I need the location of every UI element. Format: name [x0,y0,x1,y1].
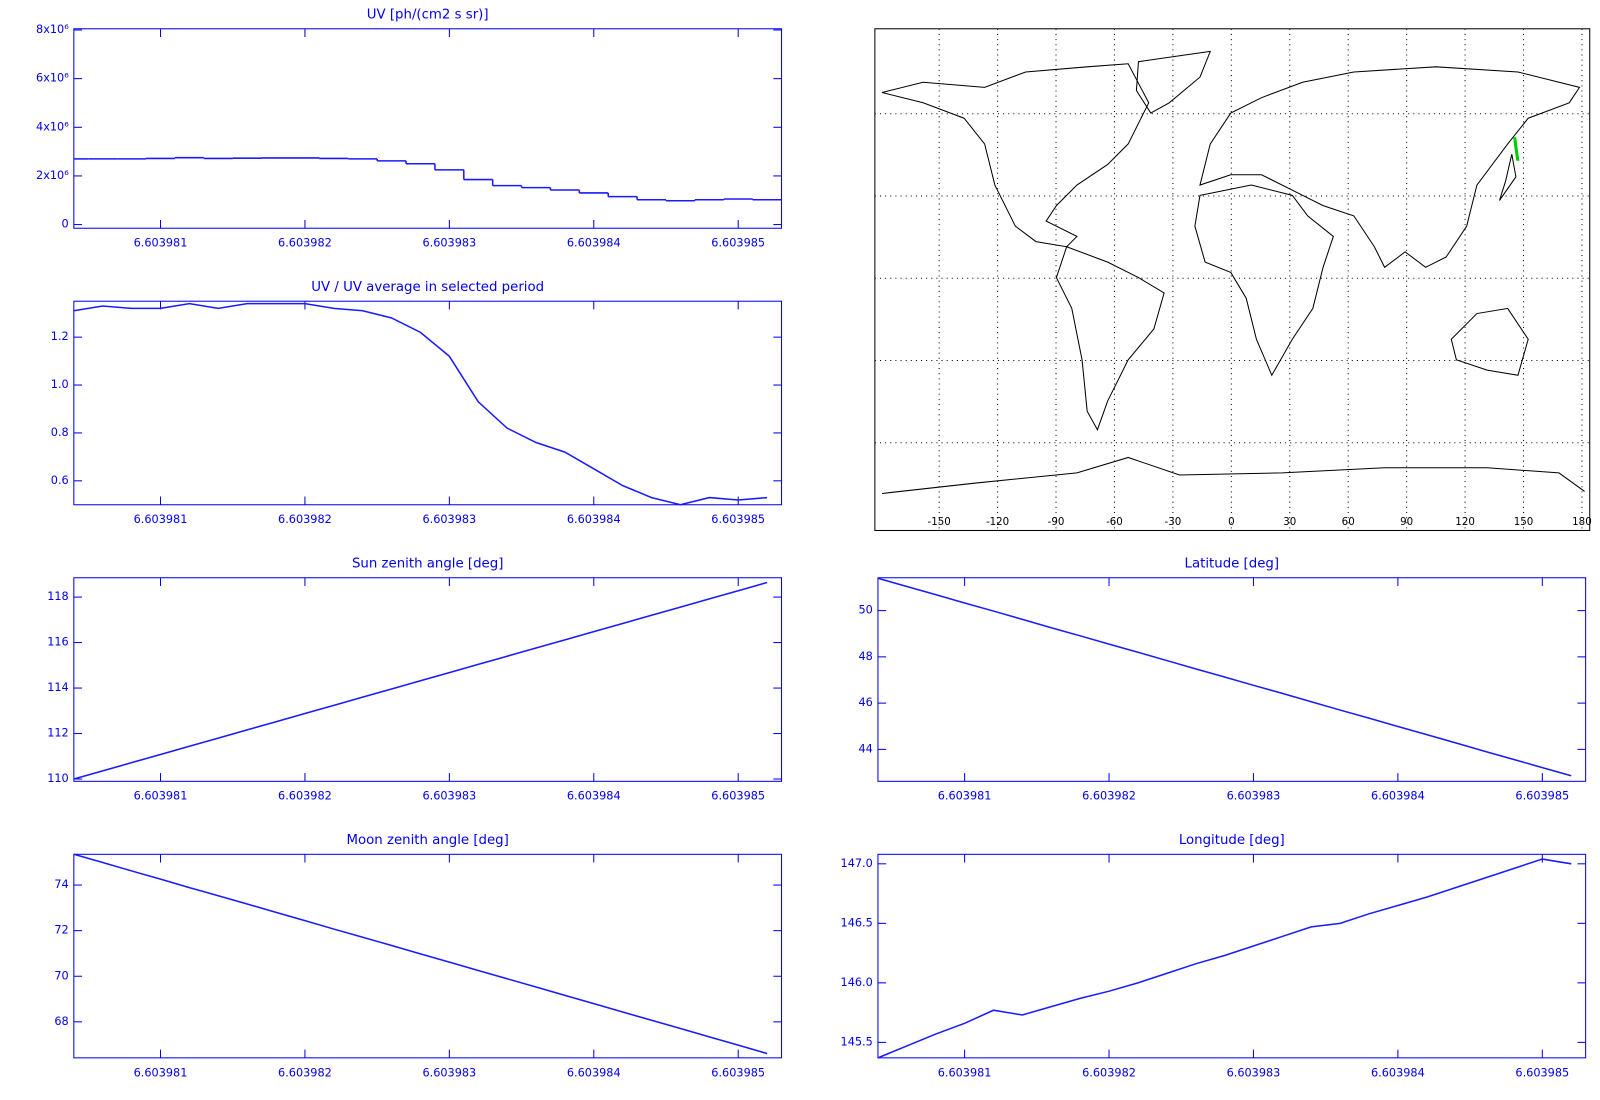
x-tick-label: 6.603983 [422,513,476,526]
y-tick-label: 112 [47,727,69,740]
y-tick-label: 0 [62,218,69,231]
x-tick-label: 6.603985 [1515,790,1569,803]
x-tick-label: 6.603981 [938,1066,992,1079]
x-tick-label: 6.603982 [1082,1066,1136,1079]
y-tick-label: 145.5 [841,1035,873,1048]
y-tick-label: 114 [47,681,69,694]
y-tick-label: 1.0 [51,378,69,391]
x-tick-label: 6.603983 [422,1066,476,1079]
line [73,302,768,506]
y-tick-label: 1.2 [51,330,69,343]
x-tick-label: 6.603985 [1515,1066,1569,1079]
x-tick-label: 6.603983 [422,237,476,250]
chart-title: UV / UV average in selected period [311,280,544,295]
y-tick-label: 0.6 [51,474,69,487]
coastline [1194,184,1334,377]
x-tick-label: 6.603985 [711,513,765,526]
y-tick-label: 110 [47,772,69,785]
chart-title: Sun zenith angle [deg] [352,556,503,571]
y-tick-label: 118 [47,590,69,603]
y-tick-label: 2x10⁶ [36,169,69,182]
x-tick-label: 6.603984 [567,237,621,250]
y-tick-label: 0.8 [51,426,69,439]
y-tick-label: 68 [54,1015,68,1028]
coastline [1498,154,1517,201]
chart-title: Longitude [deg] [1179,833,1285,848]
x-tick-label: 6.603982 [1082,790,1136,803]
coastline [881,456,1585,494]
x-tick-label: 6.603984 [567,513,621,526]
x-tick-label: 6.603982 [278,237,332,250]
x-tick-label: 6.603981 [134,790,188,803]
coastline [1199,66,1581,269]
y-tick-label: 46 [858,696,872,709]
coastlines [881,50,1585,494]
x-tick-label: 6.603981 [134,1066,188,1079]
y-tick-label: 44 [858,742,872,755]
y-tick-label: 8x10⁶ [36,23,69,36]
y-tick-label: 50 [858,604,872,617]
y-tick-label: 70 [54,969,68,982]
x-tick-label: 6.603982 [278,513,332,526]
line [877,577,1572,777]
plot-frame [877,577,1587,782]
coastline [1055,246,1165,431]
line [73,853,768,1055]
x-tick-label: 6.603984 [567,790,621,803]
x-tick-label: 6.603983 [422,790,476,803]
x-tick-label: 6.603985 [711,790,765,803]
x-tick-label: 6.603981 [938,790,992,803]
coastline [1135,50,1212,114]
chart-title: UV [ph/(cm2 s sr)] [367,7,489,22]
plot-frame [73,28,783,229]
y-tick-label: 72 [54,924,68,937]
line [877,858,1572,1059]
plot-frame [877,853,1587,1059]
coastline [881,63,1150,248]
x-tick-label: 6.603982 [278,1066,332,1079]
y-tick-label: 6x10⁶ [36,72,69,85]
y-tick-label: 146.5 [841,916,873,929]
y-tick-label: 74 [54,878,68,891]
y-tick-label: 147.0 [841,857,873,870]
chart-title: Latitude [deg] [1185,556,1280,571]
x-tick-label: 6.603983 [1227,790,1281,803]
y-tick-label: 48 [858,650,872,663]
x-tick-label: 6.603984 [567,1066,621,1079]
x-tick-label: 6.603981 [134,237,188,250]
chart-title: Moon zenith angle [deg] [347,833,509,848]
x-tick-label: 6.603983 [1227,1066,1281,1079]
plot-frame [73,577,783,782]
y-tick-label: 4x10⁶ [36,120,69,133]
x-tick-label: 6.603984 [1371,790,1425,803]
coastline [1450,307,1529,376]
plot-frame [73,300,783,506]
plot-frame [874,28,1591,531]
x-tick-label: 6.603984 [1371,1066,1425,1079]
x-tick-label: 6.603985 [711,1066,765,1079]
plot-frame [73,853,783,1059]
y-tick-label: 116 [47,636,69,649]
x-tick-label: 6.603985 [711,237,765,250]
y-tick-label: 146.0 [841,976,873,989]
x-tick-label: 6.603981 [134,513,188,526]
satellite-track [1512,137,1520,161]
x-tick-label: 6.603982 [278,790,332,803]
line [73,581,768,780]
